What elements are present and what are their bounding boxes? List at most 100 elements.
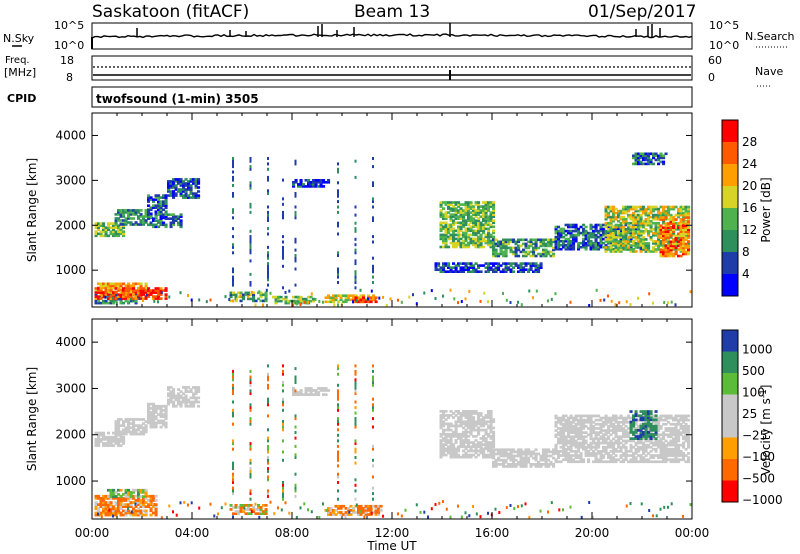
scatter-cell <box>594 243 598 247</box>
scatter-cell <box>632 452 636 455</box>
scatter-cell <box>114 234 118 238</box>
scatter-cell <box>192 394 196 398</box>
scatter-cell <box>534 270 538 273</box>
scatter-cell <box>354 251 357 255</box>
scatter-cell <box>612 244 616 247</box>
scatter-cell <box>652 250 656 253</box>
scatter-cell <box>647 205 651 209</box>
scatter-cell <box>139 293 143 296</box>
scatter-cell <box>152 217 156 220</box>
scatter-cell <box>102 444 106 447</box>
scatter-cell <box>169 394 173 398</box>
scatter-cell <box>559 247 563 251</box>
scatter-cell <box>107 301 111 305</box>
scatter-cell <box>569 429 573 432</box>
scatter-cell <box>477 243 481 247</box>
scatter-cell <box>512 460 516 464</box>
scatter-cell <box>662 418 666 422</box>
scatter-cell <box>669 246 673 250</box>
scatter-cell <box>189 196 193 199</box>
scatter-cell <box>94 444 98 447</box>
scatter-cell <box>464 424 468 428</box>
scatter-cell <box>249 229 252 233</box>
scatter-cell <box>109 507 113 511</box>
scatter-cell <box>579 231 583 235</box>
scatter-cell <box>602 435 606 439</box>
scatter-cell <box>489 416 493 419</box>
scatter-cell <box>167 180 171 183</box>
scatter-cell <box>117 438 121 441</box>
scatter-cell <box>654 420 658 424</box>
scatter-cell <box>309 299 313 303</box>
scatter-cell <box>499 250 503 254</box>
scatter-cell <box>527 252 531 256</box>
scatter-cell <box>444 432 448 436</box>
scatter-cell <box>464 207 468 210</box>
scatter-cell <box>554 450 558 453</box>
scatter-cell <box>504 450 508 454</box>
scatter-cell <box>114 428 118 432</box>
scatter-cell <box>609 228 613 231</box>
scatter-cell <box>304 297 308 301</box>
scatter-cell <box>577 429 581 432</box>
scatter-cell <box>652 162 656 166</box>
scatter-cell <box>572 427 576 430</box>
scatter-cell <box>664 458 668 462</box>
scatter-cell <box>567 458 571 462</box>
scatter-cell <box>179 194 183 197</box>
scatter-cell <box>669 205 673 209</box>
scatter-cell <box>192 386 196 389</box>
scatter-cell <box>582 447 586 451</box>
scatter-cell <box>492 264 496 267</box>
scatter-cell <box>489 211 493 214</box>
scatter-cell <box>139 297 143 300</box>
scatter-cell <box>137 223 141 226</box>
scatter-cell <box>619 427 623 430</box>
scatter-cell <box>624 246 628 249</box>
scatter-cell <box>577 445 581 449</box>
scatter-cell <box>119 495 123 498</box>
scatter-cell <box>337 281 339 284</box>
scatter-cell <box>569 439 573 443</box>
scatter-cell <box>184 190 188 193</box>
scatter-cell <box>114 442 118 445</box>
scatter-cell <box>327 511 331 514</box>
scatter-cell <box>507 262 511 265</box>
scatter-cell <box>477 237 481 241</box>
scatter-cell <box>619 217 623 221</box>
scatter-cell <box>244 293 248 297</box>
scatter-cell <box>679 213 683 217</box>
scatter-cell <box>519 238 523 242</box>
scatter-cell <box>554 245 558 249</box>
scatter-cell <box>672 433 676 437</box>
scatter-cell <box>609 205 613 209</box>
scatter-cell <box>337 200 339 204</box>
scatter-cell <box>267 167 269 171</box>
scatter-cell <box>592 427 596 430</box>
scatter-cell <box>489 243 493 247</box>
scatter-cell <box>147 210 151 213</box>
scatter-cell <box>687 246 691 249</box>
scatter-cell <box>667 246 671 250</box>
scatter-cell <box>559 439 563 443</box>
scatter-cell <box>494 238 498 242</box>
scatter-cell <box>562 227 566 231</box>
scatter-cell <box>472 422 476 426</box>
scatter-cell <box>189 404 193 408</box>
scatter-cell <box>587 418 591 422</box>
scatter-cell <box>444 231 448 235</box>
scatter-cell <box>577 233 581 237</box>
scatter-cell <box>367 504 371 508</box>
scatter-cell <box>104 232 108 236</box>
scatter-cell <box>164 225 168 229</box>
power-ylabel: Slant Range [km] <box>25 158 39 262</box>
scatter-cell <box>142 503 146 506</box>
scatter-cell <box>594 452 598 455</box>
scatter-cell <box>144 493 148 496</box>
scatter-cell <box>172 180 176 183</box>
scatter-cell <box>664 152 668 156</box>
scatter-cell <box>507 242 511 246</box>
scatter-cell <box>662 441 666 445</box>
scatter-cell <box>647 437 651 441</box>
scatter-cell <box>319 183 323 186</box>
